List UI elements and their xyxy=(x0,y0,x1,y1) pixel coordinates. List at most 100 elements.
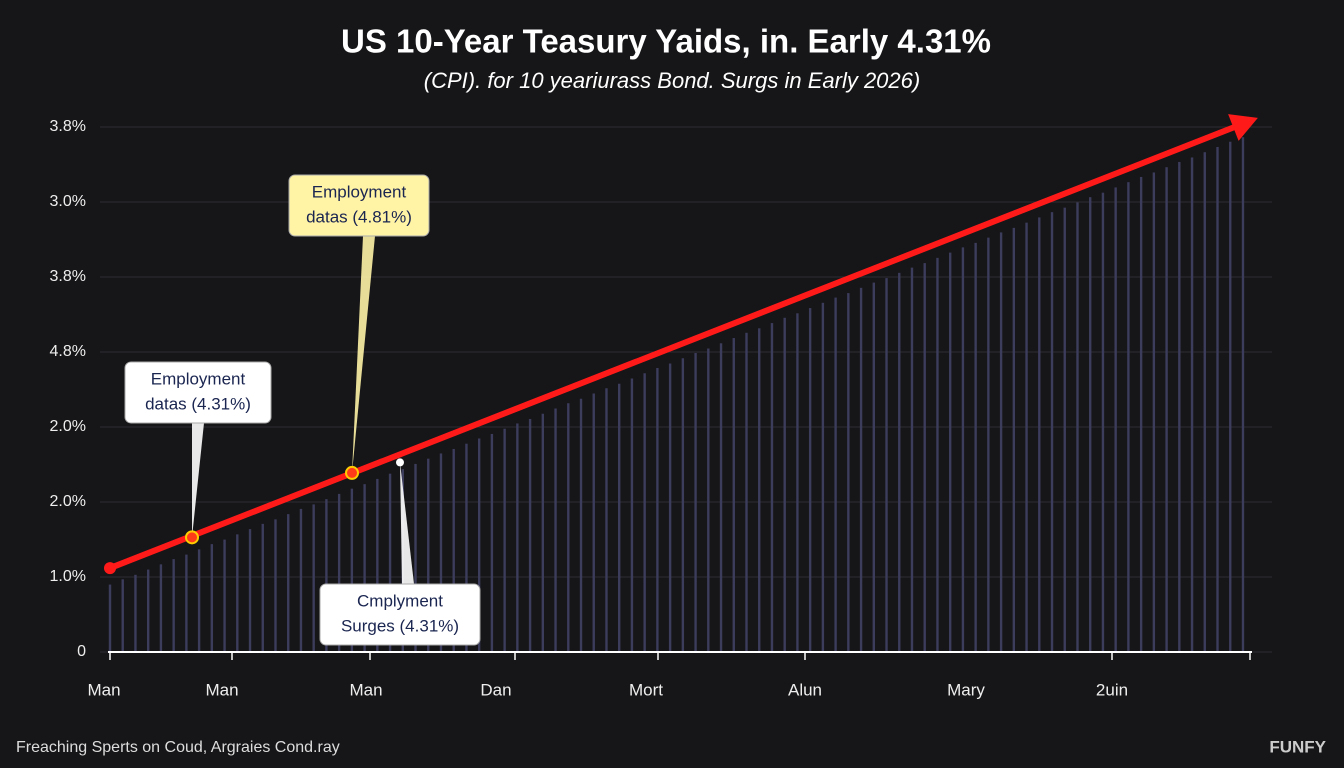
bar xyxy=(668,363,672,652)
bar xyxy=(1089,197,1092,652)
bar xyxy=(821,302,825,652)
bar xyxy=(948,252,952,653)
bar xyxy=(541,413,545,652)
bar xyxy=(758,328,761,652)
bar xyxy=(185,554,188,652)
x-tick-label: Alun xyxy=(788,680,822,699)
bar xyxy=(707,348,710,652)
y-tick-label: 1.0% xyxy=(50,568,86,585)
bar xyxy=(1152,172,1156,652)
bar xyxy=(452,448,455,652)
bar xyxy=(350,488,354,652)
bar xyxy=(1101,192,1105,652)
x-tick-label: 2uin xyxy=(1096,680,1128,699)
bar xyxy=(477,438,481,652)
bar xyxy=(490,433,494,652)
annotation-box xyxy=(288,174,430,237)
annotation-text: Cmplyment xyxy=(357,591,443,610)
x-tick-label: Man xyxy=(205,680,238,699)
bar xyxy=(1178,161,1181,653)
annotation-text: Employment xyxy=(151,369,246,388)
bar xyxy=(236,534,239,652)
y-tick-label: 2.0% xyxy=(50,493,86,510)
bar xyxy=(465,443,468,652)
bar xyxy=(796,313,799,652)
bar xyxy=(1127,182,1130,653)
bar xyxy=(223,539,226,652)
annotation-point xyxy=(345,465,359,480)
chart-title: US 10-Year Teasury Yaids, in. Early 4.31… xyxy=(341,23,991,60)
bar xyxy=(1025,222,1028,653)
callout-pointer xyxy=(352,236,375,473)
annotation-text: Employment xyxy=(312,182,407,201)
y-tick-label: 4.8% xyxy=(50,343,86,360)
bar xyxy=(388,473,392,652)
annotation-point xyxy=(185,530,199,545)
bar xyxy=(197,549,201,652)
bar xyxy=(325,499,328,652)
bar xyxy=(299,508,303,652)
bar xyxy=(337,493,341,652)
bar xyxy=(121,579,124,652)
bar xyxy=(643,373,646,652)
bar xyxy=(579,398,583,652)
bar xyxy=(1165,167,1168,652)
bar xyxy=(554,408,557,652)
bar xyxy=(1114,187,1117,652)
bar xyxy=(261,523,264,652)
bar xyxy=(528,418,532,652)
bar xyxy=(146,569,150,652)
x-tick-label: Mort xyxy=(629,680,663,699)
bar xyxy=(1203,152,1206,652)
annotation-point xyxy=(396,458,404,467)
bar xyxy=(605,388,608,652)
bar xyxy=(885,278,888,652)
x-tick-label: Mary xyxy=(947,680,985,699)
bar xyxy=(618,383,621,652)
y-tick-label: 0 xyxy=(77,643,86,660)
y-tick-label: 3.8% xyxy=(50,268,86,285)
bar xyxy=(770,323,774,652)
bar xyxy=(910,267,914,652)
bar xyxy=(274,519,277,652)
bar xyxy=(1076,202,1079,653)
bar xyxy=(108,584,112,652)
bar xyxy=(567,403,570,652)
bar xyxy=(987,237,990,652)
bar xyxy=(834,297,837,652)
bar xyxy=(210,544,214,652)
bar xyxy=(999,232,1003,653)
trend-line xyxy=(107,120,1246,572)
bar xyxy=(1190,157,1194,652)
y-tick-label: 3.8% xyxy=(50,118,86,135)
chart-subtitle: (CPI). for 10 yeariurass Bond. Surgs in … xyxy=(424,68,920,93)
bar xyxy=(681,358,685,652)
bar xyxy=(859,287,863,652)
x-tick-label: Dan xyxy=(480,680,511,699)
bar xyxy=(783,317,786,652)
callout-pointer xyxy=(192,423,204,538)
bar xyxy=(1229,141,1232,653)
bar xyxy=(592,393,595,652)
bar xyxy=(172,559,175,652)
bar xyxy=(630,378,634,652)
bar xyxy=(1241,137,1245,652)
bar xyxy=(363,484,366,652)
bar xyxy=(312,504,315,652)
trend-arrowhead xyxy=(1228,114,1258,141)
bar xyxy=(872,282,875,652)
y-tick-label: 2.0% xyxy=(50,418,86,435)
bar xyxy=(376,478,379,652)
annotation-box xyxy=(319,583,481,646)
bar xyxy=(847,293,850,652)
brand: FUNFY xyxy=(1269,737,1326,756)
annotation-text: datas (4.31%) xyxy=(145,394,251,413)
bar xyxy=(134,574,137,652)
y-tick-label: 3.0% xyxy=(50,193,86,210)
bar xyxy=(732,338,735,652)
bar xyxy=(1050,212,1054,653)
bar xyxy=(694,353,697,652)
bar xyxy=(439,453,443,652)
bar xyxy=(961,247,965,652)
